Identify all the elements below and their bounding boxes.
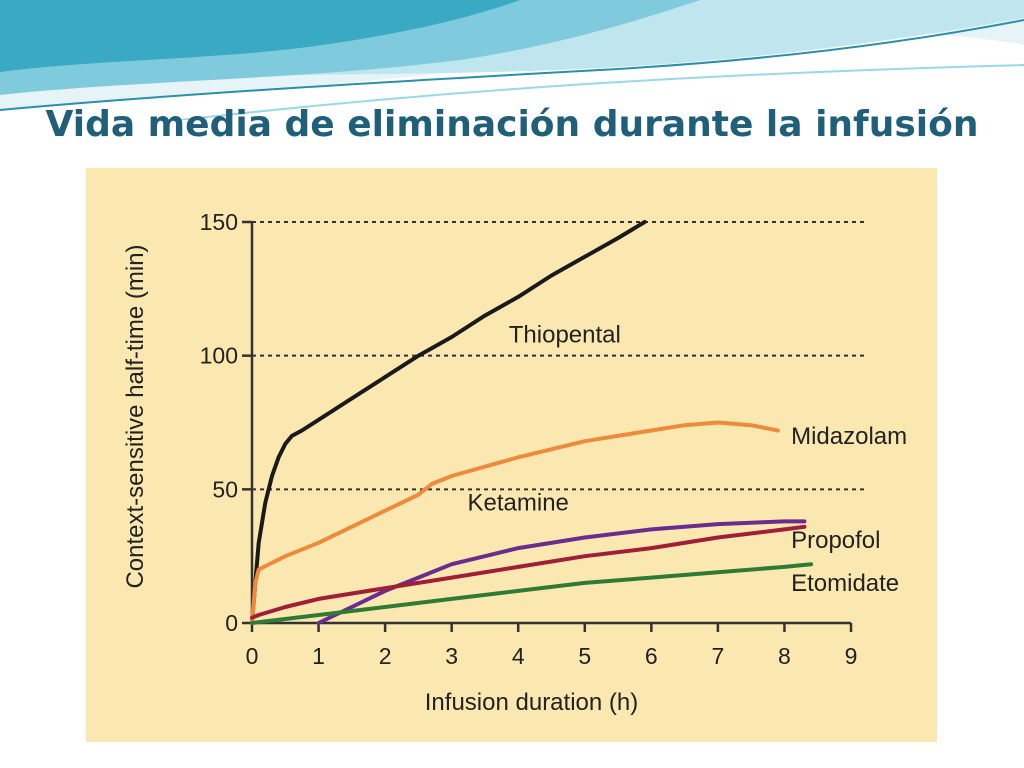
y-tick-label-100: 100 <box>200 343 238 369</box>
y-tick-labels: 0 50 100 150 <box>200 209 238 636</box>
y-tick-label-0: 0 <box>225 610 238 636</box>
series-line-propofol <box>250 524 807 620</box>
y-tick-label-150: 150 <box>200 209 238 235</box>
series-label-midazolam: Midazolam <box>791 423 907 450</box>
y-tick-label-50: 50 <box>212 476 238 502</box>
series-line-ketamine <box>316 519 807 625</box>
x-tick-label-1: 1 <box>312 643 325 669</box>
series-label-propofol: Propofol <box>791 527 880 554</box>
series-line-thiopental <box>250 220 647 625</box>
x-axis-label: Infusion duration (h) <box>425 689 638 716</box>
x-tick-label-9: 9 <box>845 643 858 669</box>
x-tick-label-7: 7 <box>711 643 724 669</box>
y-axis-label: Context-sensitive half-time (min) <box>122 244 149 588</box>
series-label-ketamine: Ketamine <box>468 490 569 517</box>
chart-panel: 0 50 100 150 0 1 2 3 4 5 6 7 8 9 Thiopental Midazolam… <box>86 168 937 742</box>
x-tick-label-0: 0 <box>246 643 259 669</box>
line-chart: 0 50 100 150 0 1 2 3 4 5 6 7 8 9 Thiopental Midazolam… <box>122 209 908 716</box>
series-label-etomidate: Etomidate <box>791 570 899 597</box>
slide-title: Vida media de eliminación durante la inf… <box>45 104 979 145</box>
x-tick-label-5: 5 <box>578 643 591 669</box>
decorative-waves <box>0 0 1024 120</box>
series-line-etomidate <box>250 562 814 625</box>
gridlines <box>252 221 866 491</box>
axes <box>242 220 853 632</box>
series-lines <box>250 220 814 625</box>
x-tick-labels: 0 1 2 3 4 5 6 7 8 9 <box>246 643 858 669</box>
x-tick-label-4: 4 <box>512 643 525 669</box>
x-tick-label-2: 2 <box>379 643 392 669</box>
series-line-midazolam <box>250 420 780 625</box>
x-tick-label-3: 3 <box>445 643 458 669</box>
series-labels: Thiopental Midazolam Ketamine Propofol Etomi… <box>468 321 908 597</box>
x-tick-label-8: 8 <box>778 643 791 669</box>
x-tick-label-6: 6 <box>645 643 658 669</box>
series-label-thiopental: Thiopental <box>509 321 621 348</box>
